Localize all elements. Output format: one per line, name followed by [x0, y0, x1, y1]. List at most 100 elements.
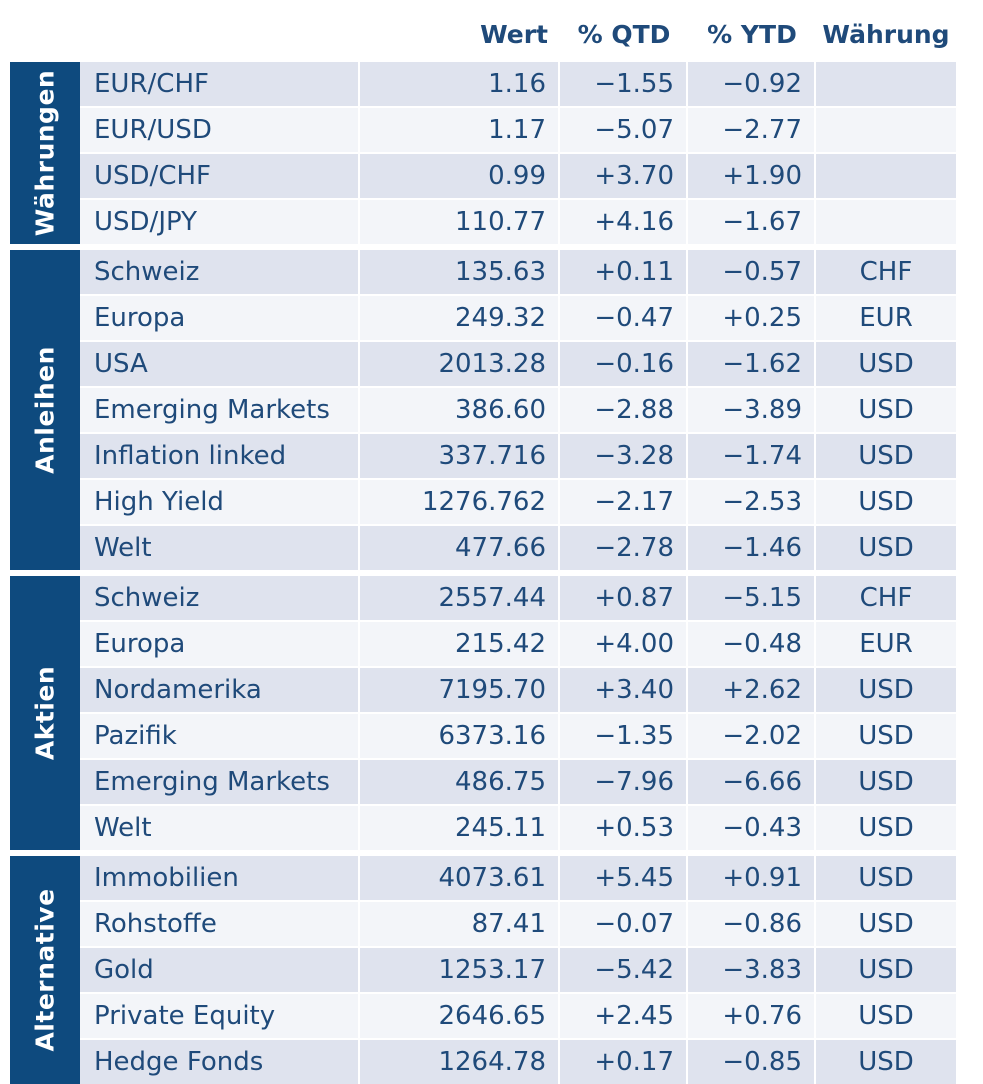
- table-row: Hedge Fonds 1264.78 +0.17 −0.85 USD: [80, 1040, 971, 1084]
- table-row: USA 2013.28 −0.16 −1.62 USD: [80, 342, 971, 386]
- row-ytd: −1.46: [688, 526, 816, 570]
- row-ytd: −1.67: [688, 200, 816, 244]
- row-qtd: −5.07: [560, 108, 688, 152]
- row-wert: 135.63: [360, 250, 560, 294]
- row-wert: 110.77: [360, 200, 560, 244]
- group-label-text: Anleihen: [30, 346, 60, 474]
- row-qtd: −2.17: [560, 480, 688, 524]
- table-group: Alternative Immobilien 4073.61 +5.45 +0.91 US…: [10, 856, 971, 1084]
- row-ytd: +1.90: [688, 154, 816, 198]
- row-wert: 249.32: [360, 296, 560, 340]
- row-wert: 386.60: [360, 388, 560, 432]
- row-wert: 486.75: [360, 760, 560, 804]
- row-name: Welt: [80, 806, 360, 850]
- row-currency: USD: [816, 948, 956, 992]
- row-wert: 2013.28: [360, 342, 560, 386]
- row-currency: USD: [816, 1040, 956, 1084]
- header-waehrung: Währung: [822, 19, 950, 49]
- row-currency: USD: [816, 856, 956, 900]
- row-qtd: −5.42: [560, 948, 688, 992]
- row-currency: [816, 62, 956, 106]
- row-wert: 7195.70: [360, 668, 560, 712]
- row-wert: 245.11: [360, 806, 560, 850]
- header-ytd: % YTD: [707, 19, 797, 49]
- row-qtd: −0.16: [560, 342, 688, 386]
- table-row: Europa 215.42 +4.00 −0.48 EUR: [80, 622, 971, 666]
- row-ytd: +0.25: [688, 296, 816, 340]
- row-name: USA: [80, 342, 360, 386]
- row-wert: 6373.16: [360, 714, 560, 758]
- table-row: USD/JPY 110.77 +4.16 −1.67: [80, 200, 971, 244]
- row-name: Welt: [80, 526, 360, 570]
- row-ytd: −0.85: [688, 1040, 816, 1084]
- row-currency: USD: [816, 994, 956, 1038]
- row-currency: [816, 108, 956, 152]
- table-row: Welt 245.11 +0.53 −0.43 USD: [80, 806, 971, 850]
- row-name: High Yield: [80, 480, 360, 524]
- group-rows: Schweiz 2557.44 +0.87 −5.15 CHF Europa 215.42 +…: [80, 576, 971, 850]
- row-ytd: +2.62: [688, 668, 816, 712]
- header-qtd: % QTD: [577, 19, 671, 49]
- row-qtd: −2.88: [560, 388, 688, 432]
- table-row: USD/CHF 0.99 +3.70 +1.90: [80, 154, 971, 198]
- row-ytd: −0.92: [688, 62, 816, 106]
- row-currency: USD: [816, 388, 956, 432]
- row-currency: EUR: [816, 622, 956, 666]
- row-ytd: −0.86: [688, 902, 816, 946]
- table-row: Immobilien 4073.61 +5.45 +0.91 USD: [80, 856, 971, 900]
- table-row: Emerging Markets 386.60 −2.88 −3.89 USD: [80, 388, 971, 432]
- row-ytd: −6.66: [688, 760, 816, 804]
- row-name: Emerging Markets: [80, 760, 360, 804]
- row-qtd: +2.45: [560, 994, 688, 1038]
- row-wert: 1.17: [360, 108, 560, 152]
- row-name: Inflation linked: [80, 434, 360, 478]
- row-wert: 1276.762: [360, 480, 560, 524]
- row-qtd: +5.45: [560, 856, 688, 900]
- row-name: Emerging Markets: [80, 388, 360, 432]
- row-wert: 2557.44: [360, 576, 560, 620]
- row-currency: [816, 200, 956, 244]
- row-currency: USD: [816, 480, 956, 524]
- table-row: EUR/USD 1.17 −5.07 −2.77: [80, 108, 971, 152]
- group-label: Alternative: [10, 856, 80, 1084]
- row-name: Pazifik: [80, 714, 360, 758]
- row-qtd: −2.78: [560, 526, 688, 570]
- row-wert: 337.716: [360, 434, 560, 478]
- row-wert: 477.66: [360, 526, 560, 570]
- table-group: Anleihen Schweiz 135.63 +0.11 −0.57 CHF Europa…: [10, 250, 971, 570]
- group-rows: EUR/CHF 1.16 −1.55 −0.92 EUR/USD 1.17 −5.07 −2.…: [80, 62, 971, 244]
- row-name: Europa: [80, 622, 360, 666]
- row-qtd: +0.11: [560, 250, 688, 294]
- row-currency: USD: [816, 342, 956, 386]
- group-label: Anleihen: [10, 250, 80, 570]
- table-row: Nordamerika 7195.70 +3.40 +2.62 USD: [80, 668, 971, 712]
- table-row: Pazifik 6373.16 −1.35 −2.02 USD: [80, 714, 971, 758]
- row-currency: USD: [816, 714, 956, 758]
- table-row: Schweiz 135.63 +0.11 −0.57 CHF: [80, 250, 971, 294]
- row-ytd: +0.76: [688, 994, 816, 1038]
- table-header: Wert % QTD % YTD Währung: [10, 10, 971, 58]
- table-row: Emerging Markets 486.75 −7.96 −6.66 USD: [80, 760, 971, 804]
- table-group: Währungen EUR/CHF 1.16 −1.55 −0.92 EUR/USD 1.1…: [10, 62, 971, 244]
- row-ytd: −0.57: [688, 250, 816, 294]
- row-ytd: −1.74: [688, 434, 816, 478]
- row-qtd: +0.17: [560, 1040, 688, 1084]
- group-rows: Schweiz 135.63 +0.11 −0.57 CHF Europa 249.32 −0…: [80, 250, 971, 570]
- table-row: EUR/CHF 1.16 −1.55 −0.92: [80, 62, 971, 106]
- row-ytd: −2.77: [688, 108, 816, 152]
- row-qtd: +0.87: [560, 576, 688, 620]
- row-name: EUR/CHF: [80, 62, 360, 106]
- row-currency: USD: [816, 526, 956, 570]
- row-qtd: +3.70: [560, 154, 688, 198]
- table-group: Aktien Schweiz 2557.44 +0.87 −5.15 CHF Europa 2…: [10, 576, 971, 850]
- row-ytd: −0.43: [688, 806, 816, 850]
- row-name: Immobilien: [80, 856, 360, 900]
- group-label: Währungen: [10, 62, 80, 244]
- row-currency: USD: [816, 668, 956, 712]
- row-name: Rohstoffe: [80, 902, 360, 946]
- row-ytd: −1.62: [688, 342, 816, 386]
- group-label-text: Aktien: [30, 665, 60, 761]
- row-currency: USD: [816, 902, 956, 946]
- table-row: Private Equity 2646.65 +2.45 +0.76 USD: [80, 994, 971, 1038]
